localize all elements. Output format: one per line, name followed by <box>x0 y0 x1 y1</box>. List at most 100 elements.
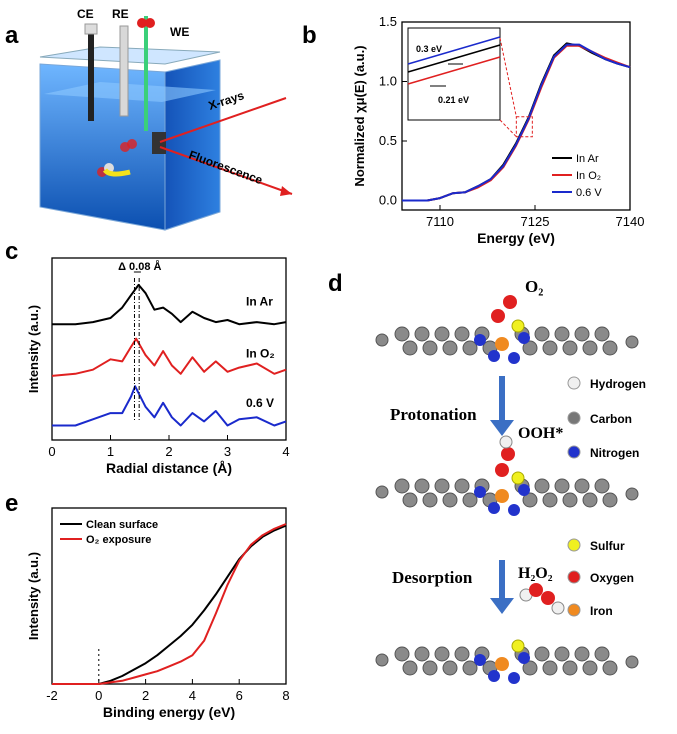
x-tick-label: 7125 <box>521 214 550 229</box>
protonation-label: Protonation <box>390 405 477 424</box>
y-tick-label: 0.5 <box>379 133 397 148</box>
legend-sulfur-label: Sulfur <box>590 539 625 553</box>
sulfur-atom <box>511 639 525 653</box>
carbon-atom <box>442 340 458 356</box>
legend-carbon-swatch <box>567 411 581 425</box>
xanes-chart: 7110 7125 7140 0.0 0.5 1.0 1.5 Energy (eV) Norma… <box>352 14 644 246</box>
carbon-atom <box>394 646 410 662</box>
nitrogen-atom <box>474 486 486 498</box>
y-tick-label: 0.0 <box>379 192 397 207</box>
carbon-atom <box>434 326 450 342</box>
nitrogen-atom <box>508 672 520 684</box>
zoom-region <box>515 116 533 138</box>
inset-line <box>407 36 501 65</box>
carbon-atom <box>454 478 470 494</box>
x-tick-label: -2 <box>46 688 58 703</box>
xps-valence-chart: -2 0 2 4 6 8 Binding energy (eV) Intensity (a.u… <box>26 507 290 720</box>
x-tick-label: 0 <box>48 444 55 459</box>
carbon-atom <box>625 487 639 501</box>
carbon-atom <box>454 326 470 342</box>
xray-beam <box>159 97 287 143</box>
y-tick-label: 1.0 <box>379 73 397 88</box>
carbon-atom <box>394 478 410 494</box>
nitrogen-atom <box>518 652 530 664</box>
o2-label: O₂ <box>525 277 543 296</box>
iron-atom <box>495 657 509 671</box>
x-axis-label: Radial distance (Å) <box>106 460 232 476</box>
legend-sulfur-swatch <box>567 538 581 552</box>
series-line-0-6-v <box>402 43 631 202</box>
carbon-atom <box>574 326 590 342</box>
reaction-mechanism-diagram: O₂ OOH* H₂O₂ Protonation Desorption Hydr… <box>375 277 646 684</box>
x-tick-label: 4 <box>282 444 289 459</box>
inset-frame <box>407 27 501 121</box>
inset-line <box>407 56 501 85</box>
nitrogen-atom <box>488 350 500 362</box>
x-tick-label: 6 <box>236 688 243 703</box>
shift-annotation: Δ 0.08 Å <box>118 260 161 273</box>
carbon-atom <box>554 646 570 662</box>
inset-label: 0.3 eV <box>416 44 442 54</box>
x-tick-label: 8 <box>282 688 289 703</box>
panel-label-c: c <box>5 238 19 265</box>
nitrogen-atom <box>518 484 530 496</box>
working-electrode-probe <box>144 16 148 131</box>
series-label: 0.6 V <box>246 396 274 410</box>
panel-label-e: e <box>5 490 19 517</box>
carbon-atom <box>602 492 618 508</box>
ooh-label: OOH* <box>518 425 563 442</box>
electrochemical-cell-illustration: CE RE WE X-rays Fluorescence <box>39 7 293 231</box>
desorption-label: Desorption <box>392 568 473 587</box>
legend-nitrogen-label: Nitrogen <box>590 446 639 460</box>
oxygen-atom <box>495 463 509 477</box>
carbon-atom <box>414 478 430 494</box>
carbon-atom <box>422 492 438 508</box>
nitrogen-atom <box>508 504 520 516</box>
carbon-atom <box>602 660 618 676</box>
fluorescence-beam <box>159 146 293 195</box>
nitrogen-atom <box>518 332 530 344</box>
exafs-chart: 0 1 2 3 4 Radial distance (Å) Intensity (a.u.)… <box>26 257 290 476</box>
tank-lid <box>39 46 221 65</box>
carbon-atom <box>542 660 558 676</box>
carbon-atom <box>462 340 478 356</box>
carbon-atom <box>442 492 458 508</box>
carbon-atom <box>582 492 598 508</box>
carbon-atom <box>375 653 389 667</box>
down-arrow-icon <box>490 598 514 614</box>
inset-line <box>407 44 501 73</box>
x-tick-label: 0 <box>95 688 102 703</box>
carbon-atom <box>562 492 578 508</box>
x-tick-label: 7110 <box>426 214 454 229</box>
oxygen-atom <box>503 295 517 309</box>
legend-label: Clean surface <box>86 519 158 531</box>
carbon-atom <box>562 660 578 676</box>
carbon-atom <box>375 333 389 347</box>
legend-hydrogen-swatch <box>567 376 581 390</box>
legend-label: O₂ exposure <box>86 534 151 546</box>
panel-label-a: a <box>5 22 19 49</box>
x-tick-label: 1 <box>107 444 114 459</box>
series-line-clean-surface <box>52 524 287 685</box>
carbon-atom <box>574 646 590 662</box>
plot-frame <box>51 507 287 685</box>
legend-iron-swatch <box>567 603 581 617</box>
carbon-atom <box>554 326 570 342</box>
legend-carbon-label: Carbon <box>590 412 632 426</box>
panel-label-b: b <box>302 22 317 49</box>
iron-atom <box>495 337 509 351</box>
carbon-atom <box>422 660 438 676</box>
carbon-atom <box>414 326 430 342</box>
series-line-in-o2 <box>51 337 287 377</box>
sulfur-atom <box>511 319 525 333</box>
y-tick-label: 1.5 <box>379 14 397 29</box>
x-tick-label: 2 <box>142 688 149 703</box>
x-tick-label: 3 <box>224 444 231 459</box>
tank-water-side <box>164 59 221 231</box>
series-line-o2-exposure <box>52 523 287 685</box>
carbon-atom <box>625 335 639 349</box>
legend-oxygen-swatch <box>567 570 581 584</box>
sulfur-atom <box>511 471 525 485</box>
carbon-atom <box>534 646 550 662</box>
reference-electrode <box>119 25 129 117</box>
